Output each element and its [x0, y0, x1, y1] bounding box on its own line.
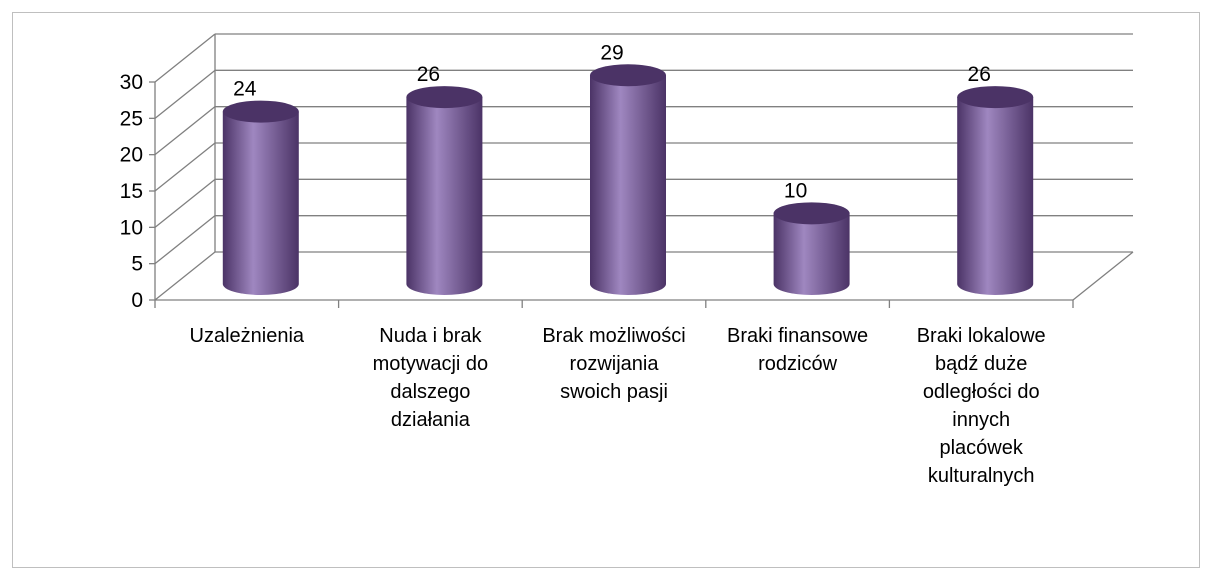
x-tick-label-line: Braki lokalowe: [916, 325, 1046, 347]
x-tick-label-line: motywacji do: [372, 353, 489, 375]
data-label: 26: [968, 63, 991, 86]
bar-body: [773, 213, 850, 295]
x-tick-label: Brak możliwości rozwijania swoich pasji: [525, 322, 703, 406]
y-tick-label: 10: [120, 216, 143, 239]
x-tick-label-line: placówek: [939, 437, 1023, 459]
bar: [222, 100, 299, 295]
bar-body: [957, 97, 1034, 295]
data-label: 10: [784, 179, 807, 202]
x-tick-label: Nuda i brak motywacji do dalszego działania: [341, 322, 519, 434]
y-tick-label: 5: [131, 253, 143, 276]
floor-right-edge: [1072, 251, 1134, 301]
x-tick-label-line: odległości do: [922, 381, 1040, 403]
x-tick-label-line: Uzależnienia: [189, 325, 305, 347]
gridline-depth: [154, 251, 216, 301]
x-tick-label-line: Brak możliwości: [542, 325, 686, 347]
x-tick-label-line: swoich pasji: [560, 381, 668, 403]
gridline-depth: [154, 142, 216, 192]
bar: [406, 86, 483, 295]
x-tick-label: Braki lokalowe bądź duże odległości do inny…: [892, 322, 1070, 490]
gridline-depth: [154, 69, 216, 119]
gridline-depth: [154, 215, 216, 265]
data-label: 29: [600, 41, 623, 64]
chart-frame: [12, 12, 1200, 568]
bar-body: [222, 111, 299, 295]
gridline-depth: [154, 178, 216, 228]
bar-top: [773, 202, 850, 225]
bar: [773, 202, 850, 295]
x-tick-label-line: Braki finansowe: [727, 325, 869, 347]
x-tick-label-line: działania: [390, 409, 470, 431]
bar-body: [590, 75, 666, 296]
bar-top: [406, 86, 483, 109]
bar: [590, 64, 666, 296]
y-tick-label: 15: [120, 180, 143, 203]
bar-top: [957, 86, 1034, 109]
x-tick-label-line: innych: [952, 409, 1011, 431]
gridline-depth: [154, 106, 216, 156]
x-tick-label: Braki finansowe rodziców: [709, 322, 887, 378]
x-tick-label-line: rozwijania: [569, 353, 659, 375]
x-tick-label-line: dalszego: [390, 381, 471, 403]
bar-top: [222, 100, 299, 123]
y-tick-label: 30: [120, 71, 143, 94]
y-tick-label: 0: [131, 289, 143, 312]
gridline-depth: [154, 33, 216, 83]
bar: [957, 86, 1034, 295]
bar-body: [406, 97, 483, 295]
x-tick-label-line: kulturalnych: [927, 465, 1035, 487]
bar-top: [590, 64, 666, 87]
x-tick-label-line: Nuda i brak: [379, 325, 482, 347]
y-tick-label: 20: [120, 144, 143, 167]
data-label: 24: [233, 78, 257, 101]
x-tick-label-line: rodziców: [758, 353, 838, 375]
y-tick-label: 25: [120, 107, 143, 130]
x-tick-label: Uzależnienia: [158, 322, 336, 350]
data-label: 26: [417, 63, 440, 86]
x-tick-label-line: bądź duże: [935, 353, 1028, 375]
